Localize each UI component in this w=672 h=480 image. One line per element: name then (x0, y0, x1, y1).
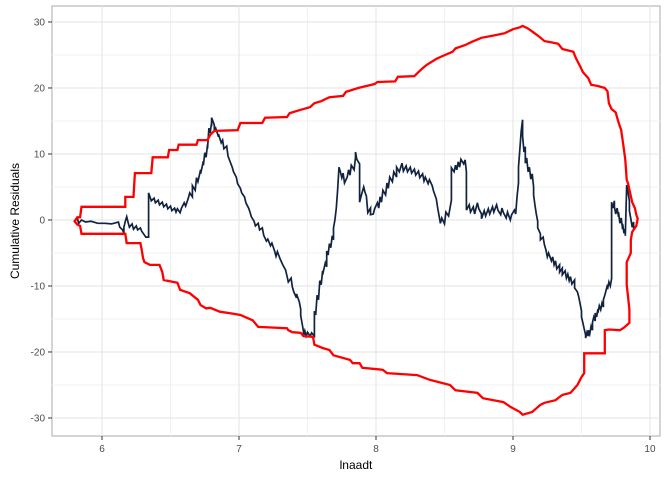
y-axis-tick-label: 30 (34, 17, 46, 28)
y-axis-title: Cumulative Residuals (8, 162, 22, 280)
y-axis-tick-label: -20 (31, 347, 46, 358)
cumulative-residual-process-line (73, 117, 636, 340)
x-axis-tick-label: 7 (236, 444, 242, 455)
y-axis-tick-label: 20 (34, 83, 46, 94)
x-axis-tick-label: 6 (99, 444, 105, 455)
y-axis-tick-label: -30 (31, 413, 46, 424)
y-axis-tick-label: 0 (39, 215, 45, 226)
simulation-envelope-line (73, 24, 639, 416)
plot-panel (51, 5, 661, 437)
x-axis-tick-label: 9 (510, 444, 516, 455)
y-axis-tick-label: -10 (31, 281, 46, 292)
x-axis-title: lnaadt (339, 458, 373, 472)
x-axis-tick-label: 10 (644, 444, 656, 455)
x-axis-tick-label: 8 (373, 444, 379, 455)
y-axis-tick-label: 10 (34, 149, 46, 160)
